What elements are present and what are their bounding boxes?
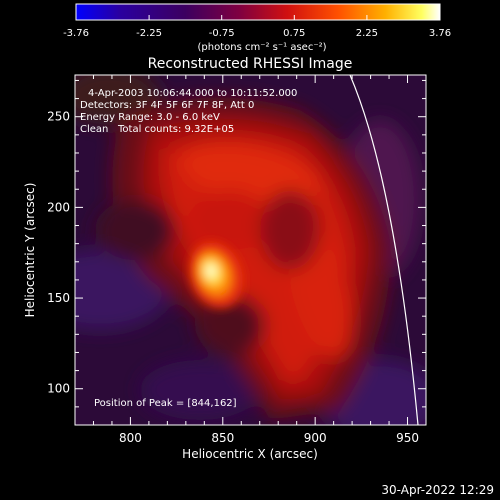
x-axis-label: Heliocentric X (arcsec) [182, 447, 318, 461]
y-tick-label: 150 [47, 291, 70, 305]
x-tick-label: 950 [396, 431, 419, 445]
annotation-clean: Clean [80, 124, 108, 135]
annotation-time: 4-Apr-2003 10:06:44.000 to 10:11:52.000 [88, 88, 297, 99]
annotation-detectors: Detectors: 3F 4F 5F 6F 7F 8F, Att 0 [80, 100, 254, 111]
solar-limb [349, 75, 419, 425]
annotation-counts: Total counts: 9.32E+05 [117, 124, 234, 135]
colorbar [75, 3, 441, 21]
y-tick-label: 200 [47, 200, 70, 214]
timestamp: 30-Apr-2022 12:29 [381, 483, 494, 497]
colorbar-tick-label: -0.75 [209, 28, 235, 39]
chart-title: Reconstructed RHESSI Image [148, 56, 353, 72]
y-tick-label: 100 [47, 382, 70, 396]
annotation-block: 4-Apr-2003 10:06:44.000 to 10:11:52.000 … [80, 88, 297, 409]
annotation-energy: Energy Range: 3.0 - 6.0 keV [80, 112, 220, 123]
colorbar-tick-label: 0.75 [283, 28, 305, 39]
plot-frame [74, 74, 427, 426]
x-tick-label: 800 [119, 431, 142, 445]
colorbar-ticks: -3.76 -2.25 -0.75 0.75 2.25 3.76 [63, 15, 451, 39]
colorbar-tick-label: 2.25 [356, 28, 378, 39]
axis-ticks: 800 850 900 950 100 150 200 250 [47, 75, 427, 445]
colorbar-tick-label: 3.76 [429, 28, 451, 39]
y-axis-label: Heliocentric Y (arcsec) [23, 183, 37, 318]
colorbar-units: (photons cm⁻² s⁻¹ asec⁻²) [197, 42, 326, 53]
colorbar-tick-label: -3.76 [63, 28, 89, 39]
colorbar-tick-label: -2.25 [136, 28, 162, 39]
x-tick-label: 850 [211, 431, 234, 445]
y-tick-label: 250 [47, 110, 70, 124]
heatmap-image [75, 75, 426, 425]
annotation-peak: Position of Peak = [844,162] [94, 398, 237, 409]
x-tick-label: 900 [304, 431, 327, 445]
